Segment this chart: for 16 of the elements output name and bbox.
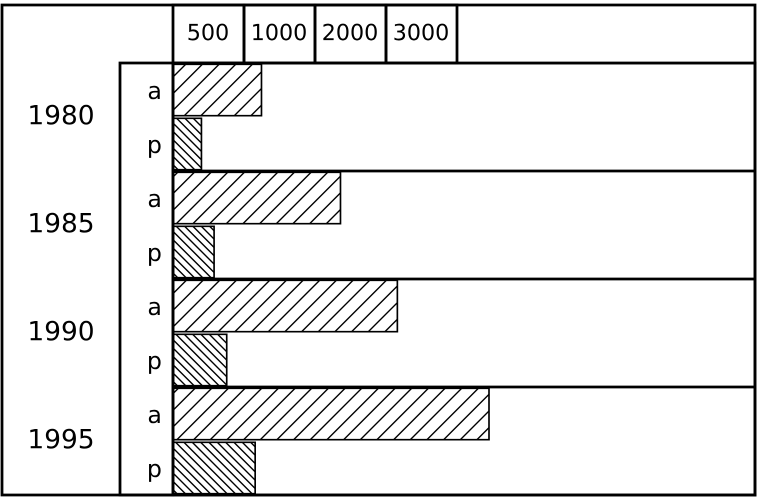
series-label: a (148, 86, 160, 100)
text: 1000 (253, 24, 306, 40)
text: p (149, 464, 161, 482)
text: a (148, 410, 160, 424)
y-tick-label: 1980 (30, 104, 93, 125)
text: p (149, 356, 161, 374)
text: p (149, 248, 161, 266)
text: a (148, 194, 160, 208)
y-tick-label: 1990 (30, 320, 93, 341)
series-label: p (149, 140, 161, 158)
text: 2000 (323, 24, 377, 40)
text: a (148, 302, 160, 316)
text: 500 (188, 24, 228, 40)
text: 3000 (394, 24, 448, 40)
y-tick-label: 1985 (30, 212, 92, 233)
y-tick-label: 1995 (30, 428, 92, 449)
